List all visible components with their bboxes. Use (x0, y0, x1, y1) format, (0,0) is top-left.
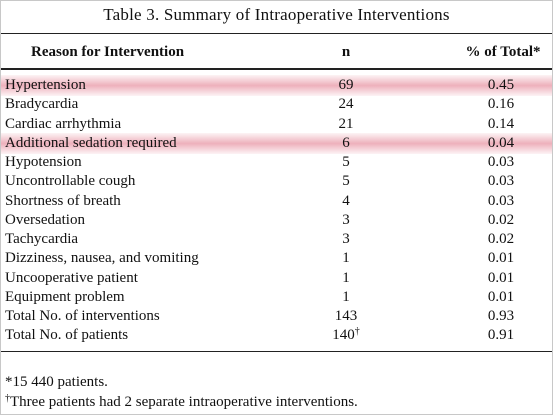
rule (1, 351, 552, 352)
percent: 0.02 (487, 231, 515, 247)
footnote: †Three patients had 2 separate intraoper… (5, 394, 358, 411)
count-value: 1 (342, 288, 350, 305)
count-value: 21 (338, 115, 354, 132)
count-value: 1 (342, 250, 350, 267)
footnote: *15 440 patients. (5, 374, 108, 391)
footnote-mark: † (5, 393, 10, 404)
footnote-mark: * (5, 374, 13, 390)
count-value: 24 (338, 96, 354, 113)
percent: 0.16 (487, 96, 515, 113)
percent: 0.03 (487, 192, 515, 209)
count: 3 (301, 230, 391, 249)
count: 140† (301, 326, 391, 345)
percent: 0.14 (487, 115, 515, 132)
reason: Uncooperative patient (5, 269, 138, 286)
reason: Uncontrollable cough (5, 173, 136, 190)
count: 1 (301, 269, 391, 288)
count-value: 3 (342, 211, 350, 228)
count: 1 (301, 249, 391, 268)
column-header: n (341, 44, 351, 60)
count-value: 6 (342, 134, 350, 151)
count: 6 (301, 134, 391, 153)
reason: Cardiac arrhythmia (5, 115, 122, 132)
count-value: 3 (342, 231, 350, 247)
reason: Equipment problem (5, 288, 125, 305)
column-header: % of Total* (465, 44, 541, 60)
count: 3 (301, 211, 391, 230)
count-value: 4 (342, 192, 350, 209)
column-header: Reason for Intervention (31, 44, 185, 60)
reason: Additional sedation required (5, 134, 177, 151)
percent: 0.01 (487, 269, 515, 286)
count-value: 143 (334, 308, 358, 324)
reason: Bradycardia (5, 96, 79, 113)
percent: 0.93 (487, 308, 515, 324)
percent: 0.03 (487, 154, 515, 170)
rule (1, 68, 552, 70)
footnote-mark: † (354, 326, 360, 338)
percent: 0.01 (487, 250, 515, 267)
count: 5 (301, 153, 391, 172)
count: 24 (301, 95, 391, 114)
rule (1, 33, 552, 34)
percent: 0.03 (487, 173, 515, 190)
count-value: 5 (342, 173, 350, 190)
count: 21 (301, 115, 391, 134)
row-highlight (1, 132, 552, 154)
count: 69 (301, 76, 391, 95)
percent: 0.91 (487, 327, 515, 344)
count: 5 (301, 172, 391, 191)
reason: Total No. of interventions (5, 308, 160, 324)
reason: Tachycardia (5, 231, 79, 247)
count-value: 69 (338, 77, 354, 93)
reason: Oversedation (5, 211, 85, 228)
count: 143 (301, 307, 391, 326)
count: 1 (301, 288, 391, 307)
reason: Shortness of breath (5, 192, 121, 209)
reason: Total No. of patients (5, 327, 129, 344)
count-value: 5 (342, 154, 350, 170)
row-highlight (1, 75, 552, 96)
percent: 0.45 (487, 77, 515, 93)
count: 4 (301, 192, 391, 211)
count-value: 1 (342, 269, 350, 286)
reason: Dizziness, nausea, and vomiting (5, 250, 199, 267)
footnote-text: 15 440 patients. (12, 374, 108, 390)
table-title: Table 3. Summary of Intraoperative Inter… (103, 5, 450, 24)
reason: Hypotension (5, 154, 82, 170)
percent: 0.04 (487, 134, 515, 151)
reason: Hypertension (5, 77, 86, 93)
count-value: 140 (332, 327, 355, 344)
footnote-text: Three patients had 2 separate intraopera… (10, 394, 358, 410)
percent: 0.01 (487, 288, 515, 305)
percent: 0.02 (487, 211, 515, 228)
